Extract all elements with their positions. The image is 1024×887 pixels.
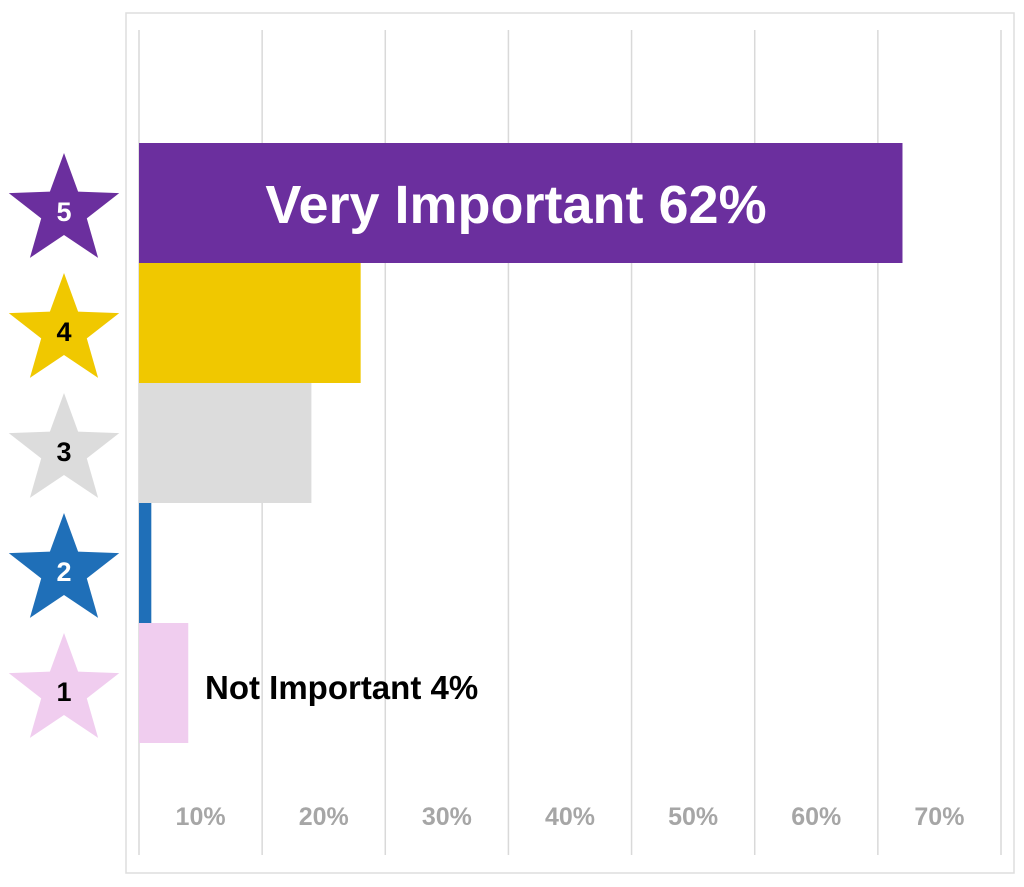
- x-axis-ticks: 10% 20% 30% 40% 50% 60% 70%: [176, 803, 965, 831]
- annotation-not-important: Not Important 4%: [205, 669, 478, 706]
- category-label-2: 2: [56, 557, 71, 587]
- category-label-4: 4: [56, 317, 71, 347]
- x-tick-label: 60%: [791, 803, 841, 831]
- x-tick-label: 40%: [545, 803, 595, 831]
- x-tick-label: 20%: [299, 803, 349, 831]
- star-icon: [8, 153, 120, 258]
- category-stars: 5 4 3 2 1: [8, 153, 120, 738]
- star-icon: [8, 633, 120, 738]
- bars: [139, 143, 903, 743]
- x-tick-label: 70%: [914, 803, 964, 831]
- x-tick-label: 50%: [668, 803, 718, 831]
- category-label-3: 3: [56, 437, 71, 467]
- bar-2: [139, 503, 152, 623]
- bar-3: [139, 383, 312, 503]
- bar-4: [139, 263, 361, 383]
- bar-1: [139, 623, 189, 743]
- annotation-very-important: Very Important 62%: [265, 175, 766, 235]
- x-tick-label: 30%: [422, 803, 472, 831]
- star-icon: [8, 273, 120, 378]
- star-icon: [8, 513, 120, 618]
- category-label-1: 1: [56, 677, 71, 707]
- annotations: Very Important 62% Not Important 4%: [205, 175, 767, 706]
- bar-5: [139, 143, 903, 263]
- x-tick-label: 10%: [176, 803, 226, 831]
- star-icon: [8, 393, 120, 498]
- category-label-5: 5: [56, 197, 71, 227]
